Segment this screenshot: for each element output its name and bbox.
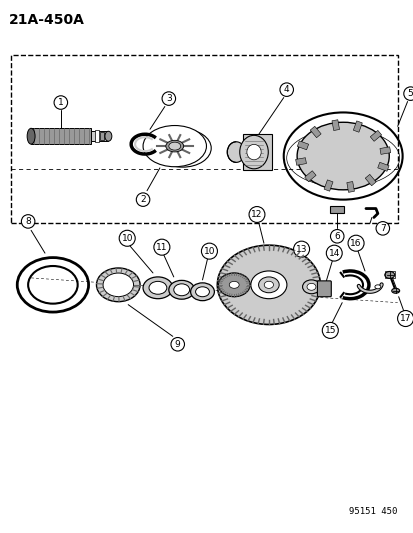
FancyBboxPatch shape: [377, 162, 388, 171]
Text: 11: 11: [156, 243, 167, 252]
Text: 12: 12: [251, 210, 262, 219]
FancyBboxPatch shape: [364, 174, 375, 186]
Text: 3: 3: [166, 94, 171, 103]
Ellipse shape: [169, 280, 194, 299]
FancyBboxPatch shape: [331, 120, 339, 131]
Ellipse shape: [239, 135, 268, 169]
Text: 95151 450: 95151 450: [349, 507, 397, 515]
FancyBboxPatch shape: [297, 141, 308, 150]
FancyBboxPatch shape: [94, 130, 99, 142]
Ellipse shape: [103, 273, 133, 297]
Text: 17: 17: [399, 314, 411, 323]
Text: 1: 1: [58, 98, 64, 107]
Ellipse shape: [143, 277, 172, 298]
Ellipse shape: [96, 268, 140, 302]
Ellipse shape: [374, 285, 380, 289]
Ellipse shape: [218, 273, 249, 297]
Text: 2: 2: [140, 195, 145, 204]
Ellipse shape: [169, 142, 180, 150]
FancyBboxPatch shape: [295, 158, 306, 165]
FancyBboxPatch shape: [309, 126, 320, 138]
Ellipse shape: [258, 277, 278, 293]
Ellipse shape: [229, 281, 239, 288]
Text: 16: 16: [349, 239, 361, 248]
Text: 8: 8: [25, 217, 31, 226]
Ellipse shape: [195, 287, 209, 297]
Text: 21A-450A: 21A-450A: [9, 13, 85, 27]
Ellipse shape: [263, 281, 273, 288]
FancyBboxPatch shape: [352, 121, 361, 132]
Text: 14: 14: [328, 248, 339, 257]
Text: 5: 5: [407, 89, 413, 98]
FancyBboxPatch shape: [330, 206, 343, 214]
FancyBboxPatch shape: [317, 281, 330, 297]
Ellipse shape: [27, 128, 35, 144]
Ellipse shape: [217, 245, 320, 325]
Ellipse shape: [246, 144, 261, 160]
FancyBboxPatch shape: [323, 180, 332, 191]
Ellipse shape: [302, 280, 320, 294]
Text: 10: 10: [121, 234, 133, 243]
Ellipse shape: [166, 140, 183, 152]
FancyBboxPatch shape: [304, 171, 316, 182]
Ellipse shape: [143, 126, 206, 167]
FancyBboxPatch shape: [90, 131, 108, 141]
Text: 6: 6: [334, 232, 339, 241]
FancyBboxPatch shape: [243, 134, 271, 170]
Text: 9: 9: [174, 340, 180, 349]
Polygon shape: [31, 136, 95, 138]
Text: 13: 13: [295, 245, 306, 254]
Ellipse shape: [190, 283, 214, 301]
FancyBboxPatch shape: [379, 147, 390, 155]
Text: 4: 4: [283, 85, 289, 94]
Ellipse shape: [149, 281, 166, 294]
Ellipse shape: [104, 131, 112, 141]
Ellipse shape: [384, 271, 394, 278]
Ellipse shape: [227, 142, 244, 163]
Text: 7: 7: [379, 224, 385, 233]
Ellipse shape: [173, 284, 189, 296]
Ellipse shape: [391, 288, 399, 293]
FancyBboxPatch shape: [369, 131, 381, 141]
Text: 10: 10: [203, 247, 215, 256]
Text: 15: 15: [324, 326, 335, 335]
FancyBboxPatch shape: [100, 132, 104, 140]
Ellipse shape: [297, 122, 388, 190]
Ellipse shape: [250, 271, 286, 298]
FancyBboxPatch shape: [31, 128, 90, 144]
Ellipse shape: [306, 284, 315, 290]
FancyBboxPatch shape: [346, 182, 354, 192]
